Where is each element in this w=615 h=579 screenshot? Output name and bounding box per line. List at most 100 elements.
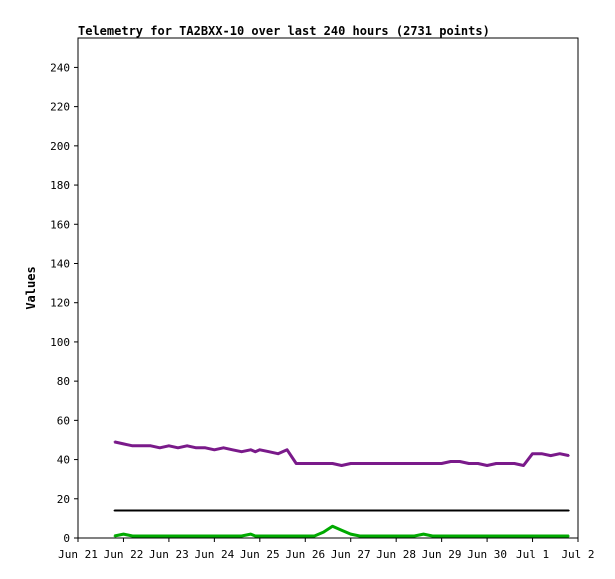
x-tick-label: Jun 25: [240, 548, 280, 561]
series-1-point: [268, 535, 270, 537]
series-0-point: [404, 462, 407, 465]
x-tick-label: Jun 26: [285, 548, 325, 561]
series-1-point: [186, 535, 188, 537]
series-1-point: [431, 535, 434, 537]
series-0-point: [477, 462, 479, 465]
y-tick-label: 180: [50, 179, 70, 192]
series-1-point: [504, 535, 507, 537]
series-0-point: [540, 452, 543, 455]
series-1-point: [204, 535, 207, 537]
series-0-point: [131, 445, 134, 447]
series-1-point: [313, 535, 316, 537]
series-1-point: [413, 535, 416, 537]
series-0-point: [440, 462, 443, 465]
series-0-point: [295, 462, 297, 465]
series-layer: [113, 440, 570, 538]
y-tick-label: 120: [50, 297, 70, 310]
x-tick-label: Jun 29: [422, 548, 462, 561]
series-1-point: [386, 535, 388, 537]
series-0-point: [340, 464, 343, 467]
series-1-point: [259, 535, 261, 537]
x-tick-label: Jun 28: [376, 548, 416, 561]
series-1-point: [304, 535, 307, 537]
series-0-point: [522, 464, 525, 467]
series-0-point: [386, 462, 388, 465]
series-0-point: [177, 447, 179, 449]
series-0-point: [531, 452, 534, 455]
series-0-point: [149, 445, 152, 447]
series-0-point: [186, 445, 188, 447]
series-1-point: [531, 535, 534, 537]
x-tick-label: Jun 23: [149, 548, 189, 561]
series-2-point: [568, 509, 570, 512]
series-0-point: [359, 462, 361, 465]
x-tick-label: Jul 1: [516, 548, 549, 561]
chart-title: Telemetry for TA2BXX-10 over last 240 ho…: [78, 24, 490, 38]
series-1-point: [486, 535, 488, 537]
series-1-point: [122, 533, 125, 535]
series-0-point: [549, 454, 552, 457]
series-1-point: [231, 535, 234, 537]
series-1-point: [359, 535, 361, 537]
series-0-point: [168, 445, 170, 447]
series-1-point: [222, 535, 225, 537]
series-0-point: [513, 462, 516, 465]
series-1-point: [195, 535, 197, 537]
series-1-point: [113, 535, 116, 537]
series-1-point: [286, 535, 288, 537]
series-1-point: [177, 535, 179, 537]
x-tick-label: Jun 21: [58, 548, 98, 561]
series-1-point: [404, 535, 407, 537]
series-0-point: [468, 462, 470, 465]
y-tick-label: 160: [50, 218, 70, 231]
series-0-point: [222, 447, 225, 449]
series-1-point: [459, 535, 461, 537]
y-tick-label: 60: [57, 414, 70, 427]
series-1-point: [295, 535, 297, 537]
series-2-point: [113, 509, 116, 512]
series-0-point: [113, 441, 116, 443]
y-tick-label: 200: [50, 140, 70, 153]
series-0-point: [349, 462, 352, 465]
series-1-point: [277, 535, 279, 537]
series-0-point: [249, 448, 252, 451]
series-1-point: [395, 535, 397, 537]
series-1-point: [240, 535, 243, 537]
series-0-point: [395, 462, 397, 465]
series-1-point: [340, 529, 343, 531]
series-0-point: [159, 447, 161, 449]
series-0-point: [304, 462, 307, 465]
y-tick-label: 0: [63, 532, 70, 545]
series-0-point: [568, 454, 570, 457]
series-0-point: [254, 450, 257, 453]
series-0-point: [431, 462, 434, 465]
series-0-point: [459, 460, 461, 463]
series-1-point: [131, 535, 134, 537]
x-axis: Jun 21 Jun 22 Jun 23 Jun 24 Jun 25 Jun 26 Jun …: [58, 538, 595, 561]
series-0-point: [140, 445, 143, 447]
series-0-point: [277, 452, 279, 455]
series-0-point: [259, 448, 261, 451]
series-1-point: [213, 535, 216, 537]
series-1-point: [559, 535, 561, 537]
x-tick-label: Jun 27: [331, 548, 371, 561]
series-1-point: [568, 535, 570, 537]
series-1-point: [422, 533, 425, 535]
y-axis-label: Values: [24, 266, 38, 309]
series-1-point: [477, 535, 479, 537]
series-0-point: [322, 462, 325, 465]
series-1-point: [377, 535, 379, 537]
series-1-point: [249, 533, 252, 535]
series-1-point: [522, 535, 525, 537]
series-1-point: [540, 535, 543, 537]
series-0-point: [413, 462, 416, 465]
series-0-point: [495, 462, 497, 465]
x-tick-label: Jul 2: [561, 548, 594, 561]
series-0-point: [313, 462, 316, 465]
series-0-point: [195, 447, 197, 449]
series-1-point: [468, 535, 470, 537]
series-0-point: [331, 462, 334, 465]
x-tick-label: Jun 22: [104, 548, 144, 561]
series-0-point: [377, 462, 379, 465]
